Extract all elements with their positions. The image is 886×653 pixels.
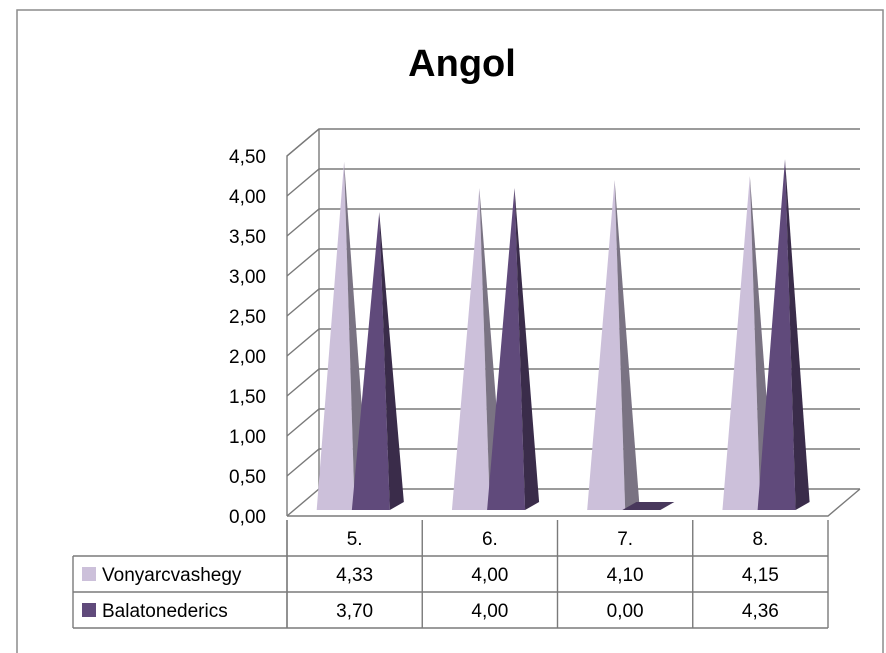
data-label: 4,15 <box>742 565 779 586</box>
gridlines <box>286 128 860 517</box>
data-label: 4,00 <box>471 565 508 586</box>
x-tick-label: 5. <box>347 529 363 550</box>
bar-balatonederics-3 <box>757 159 810 510</box>
data-label: 4,36 <box>742 601 779 622</box>
legend-entry: Balatonederics <box>102 601 228 622</box>
data-label: 3,70 <box>336 601 373 622</box>
floor-edge <box>287 488 861 517</box>
legend-swatch <box>82 567 96 581</box>
gridline <box>286 288 860 317</box>
gridline <box>286 168 860 197</box>
data-table: 5. 6. 7. 8. Vonyarcvashegy 4,33 4,00 4,10 4,15 Ba… <box>72 520 829 629</box>
y-tick-label: 1,00 <box>229 427 266 448</box>
legend-entry: Vonyarcvashegy <box>102 565 242 586</box>
y-tick-label: 2,00 <box>229 347 266 368</box>
gridline <box>286 328 860 357</box>
bar-balatonederics-0 <box>351 212 404 510</box>
legend-swatch <box>82 603 96 617</box>
bar-balatonederics-2 <box>622 502 675 510</box>
x-tick-label: 8. <box>752 529 768 550</box>
gridline <box>286 448 860 477</box>
bar-vonyarcvashegy-2 <box>587 180 640 510</box>
data-label: 4,00 <box>471 601 508 622</box>
data-label: 4,10 <box>607 565 644 586</box>
y-tick-label: 2,50 <box>229 307 266 328</box>
chart-title: Angol <box>408 43 516 85</box>
y-tick-label: 3,00 <box>229 267 266 288</box>
y-tick-label: 1,50 <box>229 387 266 408</box>
y-axis-ticks: 0,00 0,50 1,00 1,50 2,00 2,50 3,00 3,50 4,00 4,50 <box>229 147 266 528</box>
y-tick-label: 4,00 <box>229 187 266 208</box>
x-tick-label: 6. <box>482 529 498 550</box>
y-tick-label: 4,50 <box>229 147 266 168</box>
y-tick-label: 0,50 <box>229 467 266 488</box>
x-tick-label: 7. <box>617 529 633 550</box>
gridline <box>286 368 860 397</box>
data-label: 0,00 <box>607 601 644 622</box>
gridline <box>286 128 860 157</box>
bars <box>316 159 810 510</box>
gridline <box>286 408 860 437</box>
data-label: 4,33 <box>336 565 373 586</box>
gridline <box>286 208 860 237</box>
bar-balatonederics-1 <box>487 188 540 510</box>
y-tick-label: 0,00 <box>229 507 266 528</box>
gridline <box>286 248 860 277</box>
y-tick-label: 3,50 <box>229 227 266 248</box>
